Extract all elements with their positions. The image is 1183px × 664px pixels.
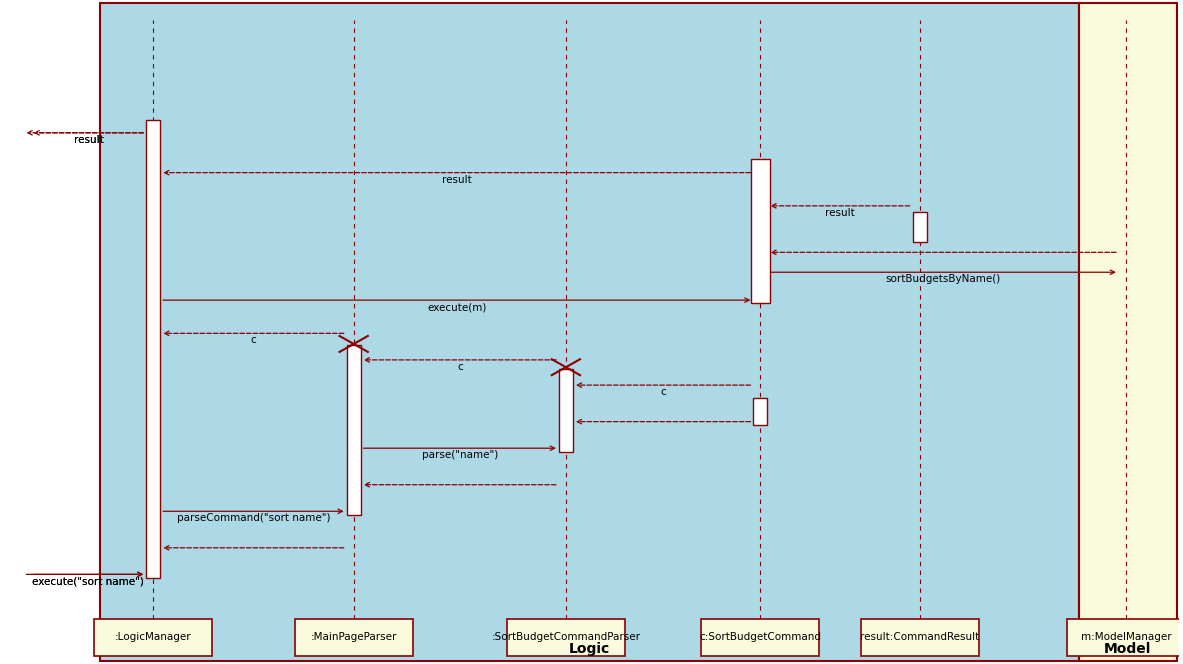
Bar: [508, 619, 625, 656]
Text: Model: Model: [1104, 642, 1151, 657]
Text: :SortBudgetCommandParser: :SortBudgetCommandParser: [491, 632, 640, 643]
Bar: [860, 619, 978, 656]
Text: execute("sort name"): execute("sort name"): [32, 576, 144, 586]
Bar: [347, 345, 361, 515]
Text: result: result: [73, 135, 103, 145]
Bar: [1079, 3, 1177, 661]
Text: execute("sort name"): execute("sort name"): [32, 576, 144, 586]
Bar: [558, 369, 573, 452]
Bar: [912, 212, 926, 242]
Text: c: c: [660, 387, 666, 397]
Bar: [95, 619, 212, 656]
Text: execute(m): execute(m): [427, 302, 486, 312]
Bar: [147, 120, 161, 578]
Text: parseCommand("sort name"): parseCommand("sort name"): [176, 513, 330, 523]
Bar: [751, 159, 770, 303]
Text: result: result: [442, 175, 472, 185]
Text: result:CommandResult: result:CommandResult: [860, 632, 980, 643]
Text: Logic: Logic: [569, 642, 610, 657]
Bar: [295, 619, 413, 656]
Text: :MainPageParser: :MainPageParser: [310, 632, 396, 643]
Bar: [101, 3, 1079, 661]
Bar: [702, 619, 820, 656]
Text: sortBudgetsByName(): sortBudgetsByName(): [886, 274, 1001, 284]
Bar: [754, 398, 768, 425]
Text: c:SortBudgetCommand: c:SortBudgetCommand: [699, 632, 821, 643]
Text: :LogicManager: :LogicManager: [115, 632, 192, 643]
Text: m:ModelManager: m:ModelManager: [1080, 632, 1171, 643]
Text: result: result: [73, 135, 103, 145]
Text: c: c: [457, 362, 463, 372]
Text: c: c: [251, 335, 257, 345]
Bar: [1067, 619, 1183, 656]
Text: result: result: [825, 208, 855, 218]
Text: parse("name"): parse("name"): [421, 450, 498, 460]
